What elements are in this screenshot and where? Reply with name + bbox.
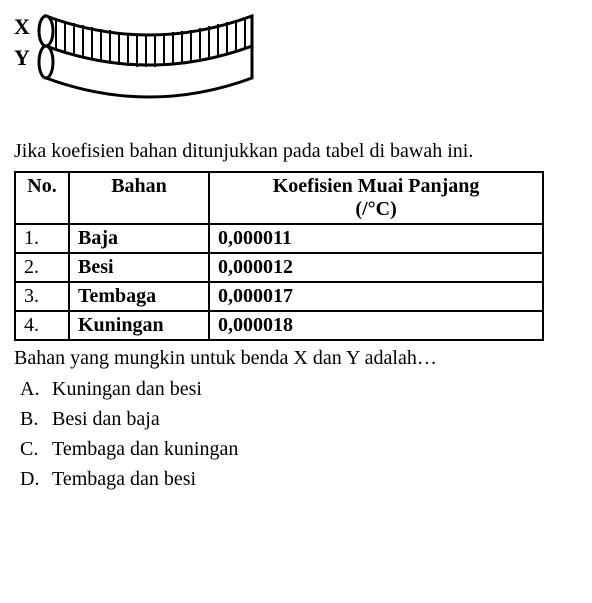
- table-row: 1. Baja 0,000011: [15, 224, 543, 253]
- table-header-row: No. Bahan Koefisien Muai Panjang (/°C): [15, 172, 543, 224]
- header-koef-line1: Koefisien Muai Panjang: [273, 175, 480, 197]
- options-list: A. Kuningan dan besi B. Besi dan baja C.…: [14, 374, 578, 494]
- cell-no: 1.: [15, 224, 69, 253]
- header-koef-line2: (/°C): [218, 198, 534, 221]
- option-d: D. Tembaga dan besi: [20, 464, 578, 494]
- option-text: Tembaga dan kuningan: [52, 434, 238, 464]
- cell-koef: 0,000011: [209, 224, 543, 253]
- xy-labels: X Y: [14, 12, 30, 74]
- table-row: 3. Tembaga 0,000017: [15, 282, 543, 311]
- option-letter: A.: [20, 374, 52, 404]
- table-row: 4. Kuningan 0,000018: [15, 311, 543, 340]
- option-text: Kuningan dan besi: [52, 374, 202, 404]
- cell-koef: 0,000018: [209, 311, 543, 340]
- cell-bahan: Kuningan: [69, 311, 209, 340]
- option-text: Tembaga dan besi: [52, 464, 196, 494]
- table-row: 2. Besi 0,000012: [15, 253, 543, 282]
- cell-no: 4.: [15, 311, 69, 340]
- intro-text: Jika koefisien bahan ditunjukkan pada ta…: [14, 138, 578, 165]
- option-letter: C.: [20, 434, 52, 464]
- header-bahan: Bahan: [69, 172, 209, 224]
- option-letter: D.: [20, 464, 52, 494]
- option-text: Besi dan baja: [52, 404, 160, 434]
- cell-bahan: Baja: [69, 224, 209, 253]
- cell-no: 3.: [15, 282, 69, 311]
- question-text: Bahan yang mungkin untuk benda X dan Y a…: [14, 345, 578, 372]
- cell-no: 2.: [15, 253, 69, 282]
- cell-bahan: Tembaga: [69, 282, 209, 311]
- option-c: C. Tembaga dan kuningan: [20, 434, 578, 464]
- bimetal-diagram: [34, 10, 264, 120]
- option-b: B. Besi dan baja: [20, 404, 578, 434]
- cell-bahan: Besi: [69, 253, 209, 282]
- header-no: No.: [15, 172, 69, 224]
- label-x: X: [14, 12, 30, 43]
- option-a: A. Kuningan dan besi: [20, 374, 578, 404]
- diagram-row: X Y: [14, 10, 578, 120]
- label-y: Y: [14, 43, 30, 74]
- material-table: No. Bahan Koefisien Muai Panjang (/°C) 1…: [14, 171, 544, 341]
- header-koef: Koefisien Muai Panjang (/°C): [209, 172, 543, 224]
- cell-koef: 0,000017: [209, 282, 543, 311]
- option-letter: B.: [20, 404, 52, 434]
- cell-koef: 0,000012: [209, 253, 543, 282]
